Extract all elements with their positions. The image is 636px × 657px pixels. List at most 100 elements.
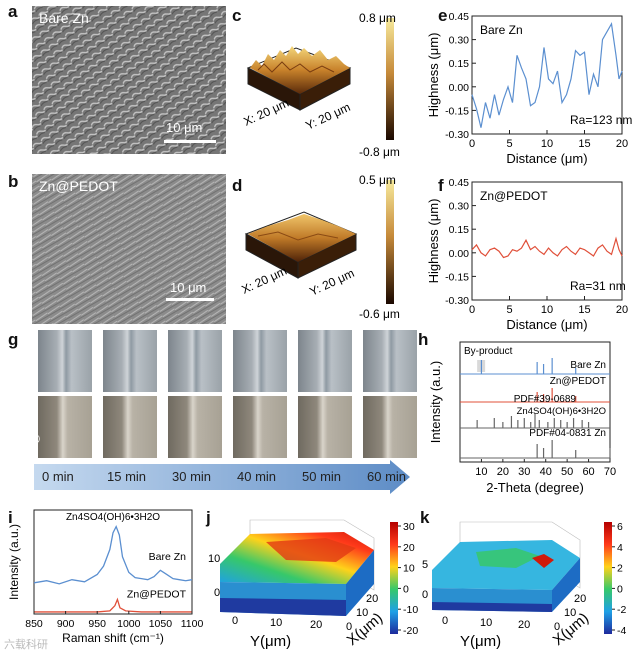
afm-3d-bare-zn: X: 20 μm Y: 20 μm 0.8 μm -0.8 μm: [241, 11, 400, 159]
chart-f-ylabel: Highness (μm): [426, 199, 441, 284]
z-tick-j-1: 0: [214, 587, 220, 599]
afm-cbar-max-c: 0.8 μm: [359, 11, 396, 25]
chart-h-label-0: Bare Zn: [570, 360, 606, 371]
afm-surface-d: [248, 214, 356, 262]
chart-e-title: Bare Zn: [480, 23, 523, 37]
panel-label-f: f: [438, 176, 444, 195]
chart-f-xtick-label: 0: [469, 304, 475, 316]
panel-label-g: g: [8, 330, 19, 349]
chart-i-xtick-label: 1000: [117, 618, 141, 630]
chart-h-label-3: PDF#04-0831 Zn: [529, 428, 606, 439]
colorbar-j-tick-label: 0: [403, 583, 409, 595]
chart-f-ytick-label: -0.15: [445, 271, 469, 283]
panel-label-j: j: [206, 508, 211, 527]
colorbar-j-ticks: 30 20 10 0 -10 -20: [398, 521, 418, 637]
row-label-zn-pedot-wrap: Zn@PEDOT: [29, 395, 48, 457]
y-tick-k-0: 0: [554, 621, 560, 633]
chart-i-xlabel: Raman shift (cm⁻¹): [62, 631, 164, 645]
chart-i-label-0: Bare Zn: [149, 551, 187, 563]
chart-f-xlabel: Distance (μm): [506, 317, 587, 332]
y-tick-j-1: 10: [356, 607, 368, 619]
scale-bar-a: [164, 140, 216, 143]
y-tick-k-2: 20: [574, 593, 586, 605]
time-label: 15 min: [107, 469, 147, 484]
z-tick-k-0: 5: [422, 559, 428, 571]
sem-image-bare-zn: Bare Zn 10 μm: [32, 6, 226, 154]
profile-chart-zn-pedot: -0.30 -0.15 0.00 0.15 0.30 0.45 0 5 10 15 20 Zn@PED…: [426, 177, 628, 332]
chart-i-xtick-label: 900: [57, 618, 75, 630]
optical-strip-bottom: [38, 396, 92, 458]
optical-series: Bare Zn Zn@PEDOT: [26, 330, 417, 458]
x-tick-k-0: 0: [442, 615, 448, 627]
chart-h-xtick-label: 50: [561, 466, 573, 478]
panel-label-i: i: [8, 508, 13, 527]
panel-label-d: d: [232, 176, 243, 195]
x-tick-j-0: 0: [232, 615, 238, 627]
sem-texture-bare-zn: [32, 6, 226, 154]
chart-i-annotation: Zn4SO4(OH)6•3H2O: [66, 512, 160, 523]
afm-cbar-max-d: 0.5 μm: [359, 173, 396, 187]
colorbar-j-tick-label: 30: [403, 521, 415, 533]
surface-3d-j: 10 0 0 10 20 0 10 20 Y(μm) X(μm) 3020100…: [208, 519, 418, 650]
colorbar-j-tick-label: 20: [403, 542, 415, 554]
chart-f-annotation: Ra=31 nm: [570, 279, 626, 293]
chart-i-ylabel: Intensity (a.u.): [7, 524, 21, 600]
afm-ridge-c: [257, 61, 335, 73]
afm-y-axis-d: Y: 20 μm: [307, 266, 356, 299]
surface-j-front-low: [220, 598, 346, 616]
profile-chart-bare-zn: -0.30 -0.15 0.00 0.15 0.30 0.45 0 5 10 15 20 Bare Z…: [426, 11, 632, 166]
colorbar-j: [390, 522, 398, 634]
time-label: 50 min: [302, 469, 342, 484]
chart-h-label-2: PDF#39-0689: [514, 394, 577, 405]
chart-f-title: Zn@PEDOT: [480, 189, 548, 203]
optical-strip-bottom: [233, 396, 287, 458]
y-tick-j-2: 20: [366, 593, 378, 605]
chart-h-label-2b: Zn4SO4(OH)6•3H2O: [517, 406, 606, 417]
time-arrow-shape: [34, 460, 410, 494]
afm-surface-c: [250, 46, 350, 94]
scale-bar-b: [166, 298, 214, 301]
z-tick-j-0: 10: [208, 553, 220, 565]
surface-k-mid: [476, 548, 540, 568]
chart-h-ylabel: Intensity (a.u.): [428, 361, 443, 443]
colorbar-k-tick-label: 4: [617, 542, 623, 554]
chart-h-xtick-label: 70: [604, 466, 616, 478]
x-tick-j-1: 10: [270, 617, 282, 629]
y-tick-k-1: 10: [564, 607, 576, 619]
afm-colorbar-c: [386, 18, 394, 140]
chart-e-annotation: Ra=123 nm: [570, 113, 632, 127]
chart-e-series-line: [471, 22, 623, 128]
chart-i-xtick-label: 1100: [181, 618, 204, 630]
chart-e-ytick-label: -0.30: [445, 129, 469, 141]
panel-label-c: c: [232, 6, 242, 25]
chart-f-ytick-label: -0.30: [445, 295, 469, 307]
chart-h-label-1: Zn@PEDOT: [550, 376, 606, 387]
axis-label-j-y: Y(μm): [250, 633, 291, 650]
watermark: 六载科研: [4, 639, 48, 651]
chart-f-xtick-label: 5: [506, 304, 512, 316]
chart-e-ytick-label: 0.15: [449, 58, 470, 70]
chart-f-ytick-label: 0.00: [449, 248, 470, 260]
chart-e-xtick-label: 0: [469, 138, 475, 150]
panel-label-e: e: [438, 6, 448, 25]
chart-i-series-0: [33, 525, 193, 585]
x-tick-k-2: 20: [518, 619, 530, 631]
time-label: 30 min: [172, 469, 212, 484]
chart-h-xtick-label: 60: [582, 466, 594, 478]
colorbar-k-tick-label: -4: [617, 625, 626, 637]
optical-strip-top: [38, 330, 92, 392]
time-label: 60 min: [367, 469, 407, 484]
chart-i-xtick-label: 950: [88, 618, 106, 630]
chart-e-xtick-label: 20: [616, 138, 628, 150]
sem-texture-zn-pedot: [32, 174, 226, 324]
panel-label-h: h: [418, 330, 429, 349]
afm-colorbar-d: [386, 180, 394, 304]
chart-i-plot: Bare Zn Zn@PEDOT Zn4SO4(OH)6•3H2O 850 900 950…: [7, 509, 204, 645]
chart-i-series-1: [34, 597, 192, 613]
afm-box-right: [299, 67, 351, 111]
colorbar-k: [604, 522, 612, 634]
optical-strip-bottom: [103, 396, 157, 458]
afm-cbar-min-d: -0.6 μm: [359, 307, 400, 321]
chart-e-plot: -0.30 -0.15 0.00 0.15 0.30 0.45 0 5 10 15 20 Bare Z…: [426, 11, 632, 166]
surface-k-peak: [532, 554, 554, 568]
